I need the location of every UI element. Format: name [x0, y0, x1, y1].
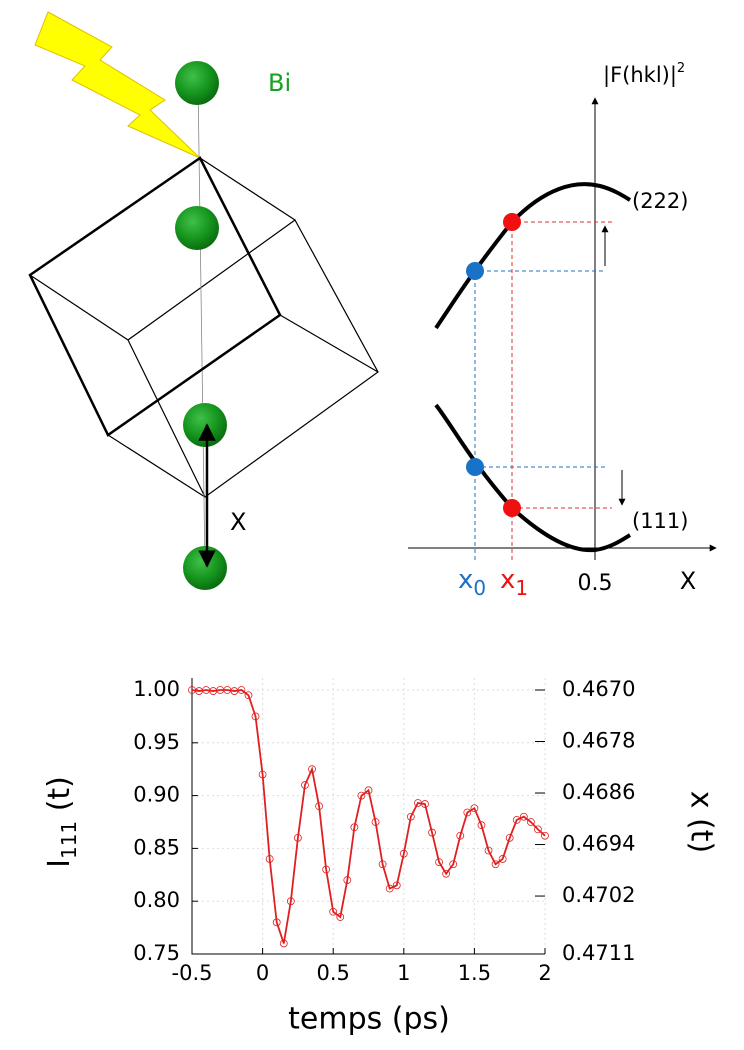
data-point [406, 812, 415, 821]
y2-tick-label: 0.4702 [562, 883, 635, 907]
data-point [541, 831, 549, 840]
data-point [435, 858, 444, 867]
data-point [449, 860, 458, 869]
axis-frame [191, 678, 545, 955]
y2-tick-label: 0.4678 [562, 729, 635, 753]
data-point [244, 691, 253, 700]
y-tick-label: 0.75 [133, 941, 180, 965]
data-point [491, 860, 500, 869]
data-point [392, 881, 401, 890]
data-point [279, 939, 288, 948]
x-tick-label: 0 [256, 961, 269, 985]
data-point [364, 786, 373, 795]
data-point [308, 765, 316, 774]
data-point [371, 818, 380, 826]
data-point [286, 897, 295, 906]
data-point [322, 865, 331, 874]
data-point [498, 855, 507, 863]
data-point [456, 831, 465, 840]
data-point [315, 802, 323, 811]
x-tick-label: 1.5 [458, 961, 491, 985]
data-point [350, 823, 359, 832]
data-point [329, 907, 338, 916]
half-label: 0.5 [578, 571, 613, 596]
data-point [421, 800, 429, 808]
crystal: Bi X [28, 11, 379, 590]
data-point [293, 833, 302, 842]
data-point [237, 686, 246, 694]
curve-label: (222) [632, 189, 688, 213]
data-point [534, 825, 542, 834]
data-point [484, 846, 493, 855]
data-point [399, 849, 408, 858]
y2-axis-title: x (t) [684, 791, 719, 853]
data-point [251, 712, 260, 721]
x-tick-label: 1 [397, 961, 410, 985]
y-tick-label: 1.00 [133, 677, 180, 701]
data-point [512, 815, 521, 824]
data-point [519, 812, 528, 821]
curve-label: (111) [632, 509, 688, 533]
y2-tick-label: 0.4694 [562, 832, 635, 856]
data-point [343, 876, 352, 884]
y2-tick-label: 0.4711 [562, 941, 635, 965]
axis-x-label: X [680, 567, 696, 595]
x-axis-title: temps (ps) [288, 1002, 450, 1037]
data-point [265, 855, 274, 863]
data-point [442, 869, 451, 878]
data-point [477, 821, 486, 830]
data-point [385, 884, 394, 893]
data-point [526, 818, 535, 826]
data-point [470, 804, 479, 813]
data-point [357, 791, 366, 800]
axis-y-label: |F(hkl)|2 [603, 61, 685, 89]
data-point [428, 828, 436, 837]
y-tick-label: 0.95 [133, 730, 180, 754]
data-point [378, 860, 387, 869]
data-point [336, 913, 345, 921]
x0-label: x0 [458, 565, 486, 600]
y-tick-label: 0.85 [133, 835, 180, 859]
series-line [191, 689, 546, 944]
structure-factor: |F(hkl)|2 (222) (111) x0 x1 0.5 X [408, 61, 717, 600]
chart: temps (ps) I111 (t) x (t) -0.5 0 0.5 1 1.5 20… [42, 677, 719, 1037]
data-point [301, 781, 309, 789]
y-tick-label: 0.80 [133, 888, 180, 912]
data-point [272, 918, 281, 927]
y2-tick-label: 0.4686 [562, 780, 635, 804]
x-tick-label: 2 [538, 961, 551, 985]
y2-tick-label: 0.4670 [562, 677, 635, 701]
x1-label: x1 [500, 565, 528, 600]
atom-label: Bi [268, 69, 291, 97]
y-axis-title: I111 (t) [42, 776, 81, 868]
displacement-label: X [230, 508, 246, 536]
y-tick-label: 0.90 [133, 783, 180, 807]
data-point [258, 770, 267, 779]
data-point [463, 808, 472, 817]
x-tick-label: -0.5 [172, 961, 213, 985]
data-point [505, 833, 514, 842]
x-tick-label: 0.5 [316, 961, 349, 985]
